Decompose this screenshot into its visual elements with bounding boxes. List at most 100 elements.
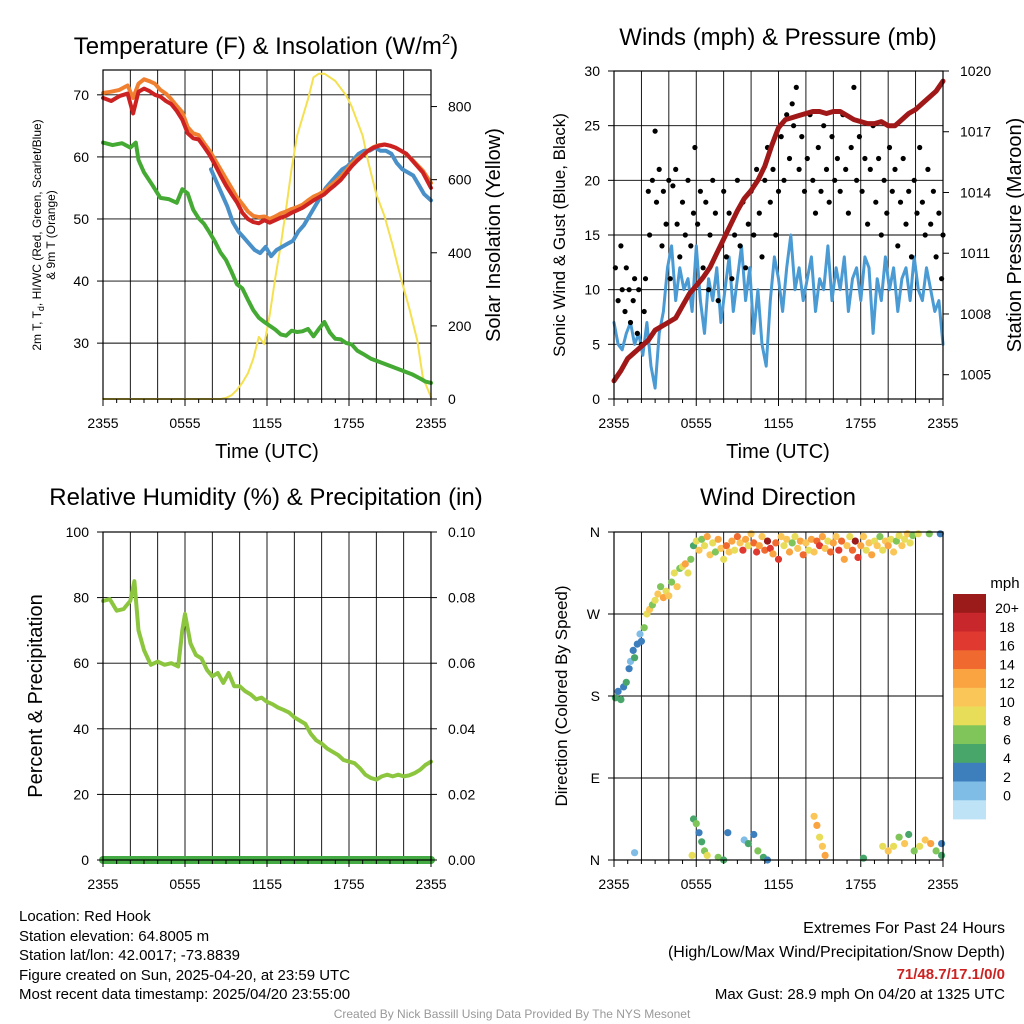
x-tick-label: 2355 — [598, 876, 629, 892]
wind-ticks: 2355 0555 1155 1755 2355 0 5 10 15 20 25 30 1005 1008… — [584, 63, 991, 431]
direction-point — [859, 533, 868, 541]
colorbar-label: 10 — [999, 694, 1015, 710]
x-tick-label: 0555 — [169, 415, 200, 431]
colorbar-swatch — [953, 781, 986, 801]
gust-point — [815, 144, 821, 151]
direction-point — [750, 539, 758, 547]
direction-point — [709, 539, 717, 547]
x-tick-label: 1755 — [333, 876, 364, 892]
direction-point — [714, 853, 722, 861]
gust-point — [786, 155, 793, 162]
x-tick-label: 2355 — [415, 876, 446, 892]
y2-tick-label: 0.00 — [448, 852, 475, 868]
direction-points — [611, 530, 946, 864]
gust-point — [933, 254, 939, 260]
x-tick-label: 2355 — [415, 415, 446, 431]
gust-point — [619, 287, 625, 293]
direction-grid — [614, 532, 943, 860]
gust-point — [715, 298, 721, 304]
y2-tick-label: 400 — [448, 245, 472, 261]
gust-point — [859, 188, 865, 194]
direction-point — [879, 546, 887, 554]
colorbar-swatch — [953, 594, 986, 614]
colorbar-swatch — [953, 631, 986, 651]
direction-point — [799, 551, 807, 559]
humidity-ticks: 2355 0555 1155 1755 2355 0 20 40 60 80 100 0.00 0.02… — [66, 524, 476, 892]
gust-point — [618, 243, 624, 249]
direction-point — [724, 829, 732, 837]
colorbar-swatch — [953, 744, 986, 764]
gust-point — [928, 221, 934, 227]
x-tick-label: 0555 — [169, 876, 200, 892]
gust-point — [712, 210, 719, 216]
direction-point — [684, 569, 692, 577]
gust-point — [706, 287, 712, 293]
direction-point — [840, 555, 848, 563]
gust-point — [759, 254, 765, 260]
y2-tick-label: 1008 — [960, 306, 991, 322]
direction-point — [818, 533, 827, 541]
y-tick-label: 80 — [73, 590, 89, 606]
direction-point — [810, 548, 818, 556]
direction-point — [884, 542, 892, 550]
y2-tick-label: 200 — [448, 318, 472, 334]
direction-point — [905, 830, 913, 839]
x-tick-label: 2355 — [87, 415, 118, 431]
gust-point — [854, 177, 860, 183]
direction-point — [695, 829, 703, 837]
wind-series — [611, 78, 946, 390]
temperature-panel: Temperature (F) & Insolation (W/m2) 2355… — [30, 31, 505, 463]
gust-point — [615, 298, 621, 304]
credit-line: Created By Nick Bassill Using Data Provi… — [333, 1007, 691, 1021]
y2-tick-label: 0.04 — [448, 721, 475, 737]
gust-point — [818, 188, 824, 194]
sonic-wind-line — [612, 233, 945, 390]
direction-point — [851, 537, 859, 545]
colorbar-label: 14 — [999, 656, 1015, 672]
gust-point — [865, 221, 871, 227]
gust-point — [707, 232, 713, 238]
direction-point — [879, 842, 887, 850]
gust-point — [911, 177, 917, 183]
x-tick-label: 1155 — [252, 415, 282, 431]
colorbar-swatch — [953, 800, 986, 820]
direction-point — [938, 851, 946, 860]
direction-point — [921, 836, 929, 844]
y-tick-label: 100 — [66, 524, 90, 540]
temperature-ylabel-line2: & 9m T (Orange) — [44, 190, 58, 280]
direction-point — [744, 542, 752, 550]
gust-point — [895, 243, 901, 249]
direction-point — [873, 542, 881, 550]
direction-point — [750, 830, 758, 839]
direction-point — [673, 583, 681, 591]
direction-point — [925, 530, 933, 538]
direction-point — [636, 630, 644, 638]
direction-point — [777, 533, 785, 541]
direction-point — [754, 847, 762, 855]
x-tick-label: 2355 — [598, 415, 629, 431]
gust-point — [914, 210, 920, 216]
gust-point — [801, 188, 808, 194]
y-tick-label: 20 — [584, 172, 600, 188]
extremes-values: 71/48.7/17.1/0/0 — [896, 966, 1005, 983]
gust-point — [688, 243, 694, 249]
gust-point — [634, 330, 640, 336]
direction-point — [733, 533, 742, 541]
direction-point — [910, 847, 918, 855]
temperature-ylabel-line1: 2m T, Td, HI/WC (Red, Green, Scarlet/Blu… — [30, 119, 46, 350]
direction-point — [722, 542, 731, 550]
y-tick-label: N — [590, 852, 600, 868]
gust-point — [799, 134, 805, 140]
direction-point — [622, 678, 630, 686]
direction-ticks: 2355 0555 1155 1755 2355 N E S W N — [587, 524, 959, 892]
speed-colorbar: 20+ 18 16 14 12 10 8 6 4 2 0 — [953, 594, 1019, 820]
gust-point — [697, 188, 704, 194]
gust-point — [652, 128, 658, 134]
x-tick-label: 1155 — [763, 415, 793, 431]
colorbar-unit: mph — [990, 575, 1019, 592]
y-tick-label: 20 — [73, 786, 89, 802]
x-tick-label: 0555 — [681, 876, 712, 892]
y2-tick-label: 0.06 — [448, 655, 475, 671]
y2-tick-label: 1017 — [960, 124, 991, 140]
